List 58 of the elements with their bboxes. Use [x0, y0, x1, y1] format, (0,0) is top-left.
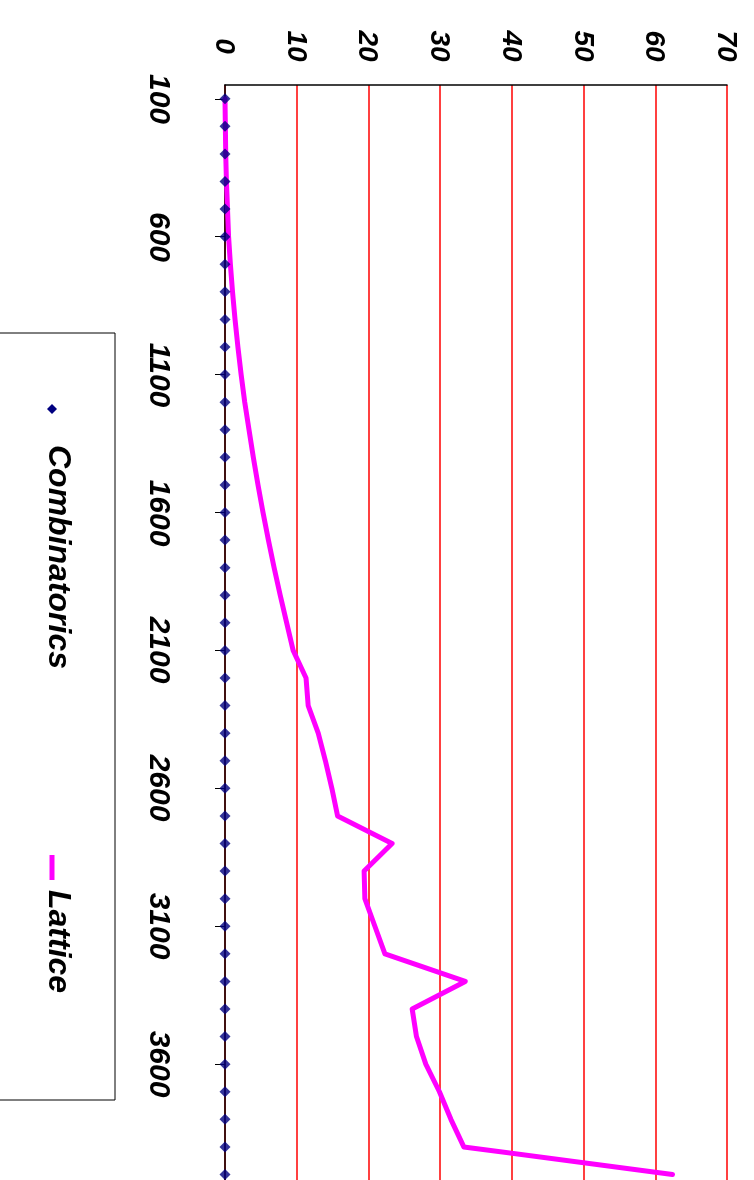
point	[219, 424, 231, 436]
legend-label: Lattice	[42, 890, 78, 994]
point	[219, 782, 231, 794]
point	[219, 865, 231, 877]
point	[219, 176, 231, 188]
x-tick-label: 40	[496, 30, 528, 62]
point	[219, 231, 231, 243]
y-tick-label: 3600	[144, 1030, 177, 1098]
point	[219, 838, 231, 849]
point	[219, 644, 231, 656]
point	[219, 120, 231, 132]
x-tick-label: 10	[281, 30, 313, 62]
point	[219, 534, 231, 546]
y-tick-label: 100	[144, 73, 177, 124]
point	[219, 672, 231, 684]
point	[219, 589, 231, 601]
point	[219, 893, 231, 905]
point	[219, 313, 231, 325]
point	[219, 755, 231, 767]
x-tick-label: 60	[640, 30, 672, 62]
point	[219, 396, 231, 408]
x-tick-label: 50	[568, 30, 600, 62]
point	[219, 1003, 231, 1015]
legend-label: Combinatorics	[42, 445, 78, 670]
point	[219, 1168, 231, 1180]
point	[219, 727, 231, 739]
point	[219, 341, 231, 353]
point	[219, 1058, 231, 1070]
x-tick-label: 30	[425, 30, 457, 62]
point	[219, 148, 231, 160]
point	[219, 507, 231, 519]
point	[219, 975, 231, 987]
point	[219, 258, 231, 270]
y-tick-label: 2100	[144, 617, 177, 684]
y-tick-label: 3100	[144, 892, 177, 960]
y-tick-label: 1100	[144, 342, 177, 407]
point	[219, 700, 231, 712]
point	[219, 479, 231, 491]
x-tick-label: 70	[712, 30, 743, 62]
point	[219, 948, 231, 960]
point	[219, 920, 231, 932]
point	[219, 810, 231, 822]
point	[219, 93, 231, 105]
y-tick-label: 2600	[144, 754, 177, 822]
point	[219, 617, 231, 629]
point	[219, 1086, 231, 1098]
x-tick-label: 0	[210, 38, 241, 54]
point	[219, 286, 231, 298]
point	[219, 1031, 231, 1043]
y-tick-label: 600	[144, 211, 177, 262]
point	[219, 1113, 231, 1125]
point	[219, 203, 231, 215]
point	[219, 451, 231, 463]
y-tick-label: 1600	[144, 479, 177, 546]
point	[219, 369, 231, 381]
point	[219, 562, 231, 574]
point	[219, 1141, 231, 1153]
x-tick-label: 20	[353, 30, 385, 62]
